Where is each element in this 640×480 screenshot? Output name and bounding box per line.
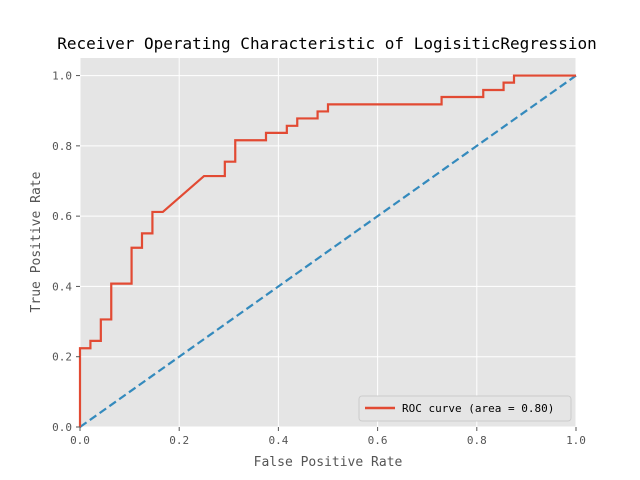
x-tick-label: 0.2 [169,434,189,447]
y-tick-label: 1.0 [52,70,72,83]
grid [79,58,577,428]
x-tick-label: 0.8 [467,434,487,447]
legend-label: ROC curve (area = 0.80) [402,402,554,415]
x-axis-label: False Positive Rate [254,455,403,470]
y-tick-label: 0.6 [52,210,72,223]
chance-diagonal-line [79,74,577,428]
legend: ROC curve (area = 0.80) [358,395,572,422]
legend-box [358,395,572,422]
y-tick-label: 0.4 [52,280,72,293]
y-axis-label: True Positive Rate [29,171,44,312]
series-layer [78,74,577,428]
y-tick-label: 0.0 [52,421,72,434]
chart-title: Receiver Operating Characteristic of Log… [57,34,596,53]
x-tick-label: 0.0 [70,434,90,447]
x-tick-label: 1.0 [566,434,586,447]
x-tick-label: 0.6 [368,434,388,447]
plot-background [80,58,576,427]
y-tick-label: 0.8 [52,140,72,153]
ticks-layer: 0.0 0.2 0.4 0.6 0.8 1.0 0.0 0.2 0.4 0.6 0.8 1.0 [52,70,586,447]
y-tick-label: 0.2 [52,351,72,364]
x-tick-label: 0.4 [268,434,288,447]
roc-curve-line [78,74,576,427]
